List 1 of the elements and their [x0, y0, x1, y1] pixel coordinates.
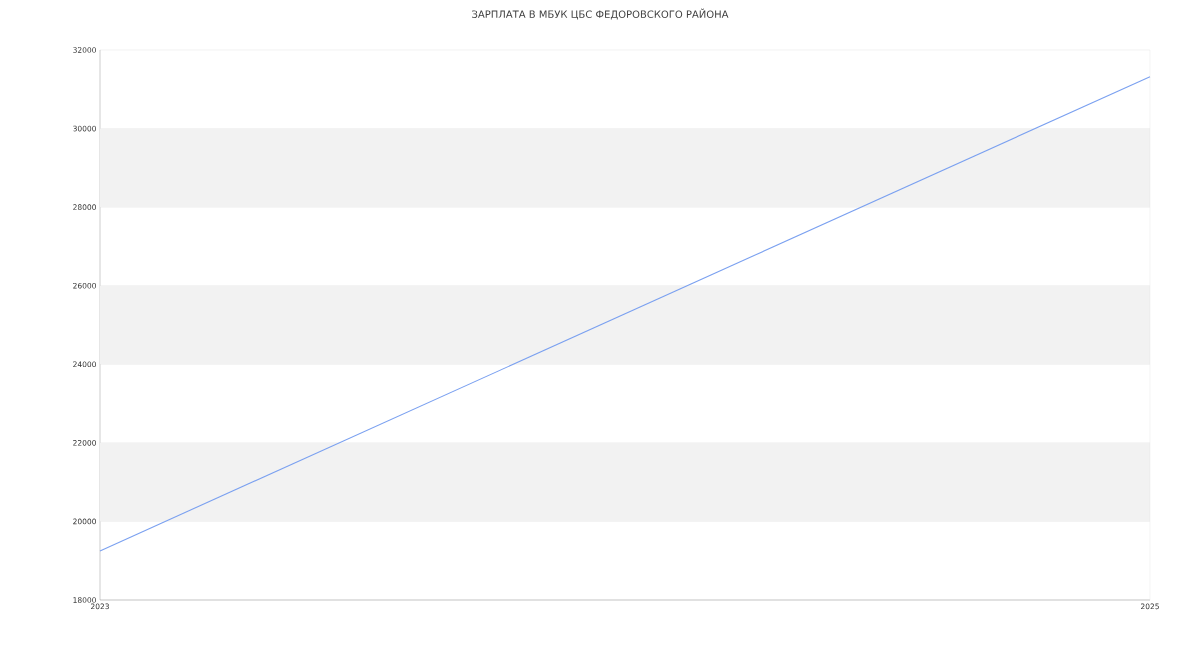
chart-title: ЗАРПЛАТА В МБУК ЦБС ФЕДОРОВСКОГО РАЙОНА: [472, 8, 729, 20]
